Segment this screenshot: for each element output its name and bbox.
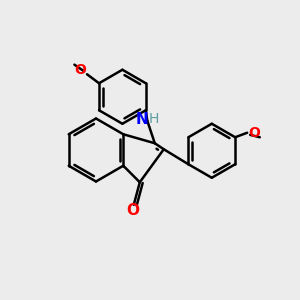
Text: O: O bbox=[74, 63, 86, 77]
Text: O: O bbox=[127, 203, 140, 218]
Text: O: O bbox=[248, 126, 260, 140]
Text: H: H bbox=[149, 112, 159, 126]
Text: N: N bbox=[136, 112, 148, 127]
